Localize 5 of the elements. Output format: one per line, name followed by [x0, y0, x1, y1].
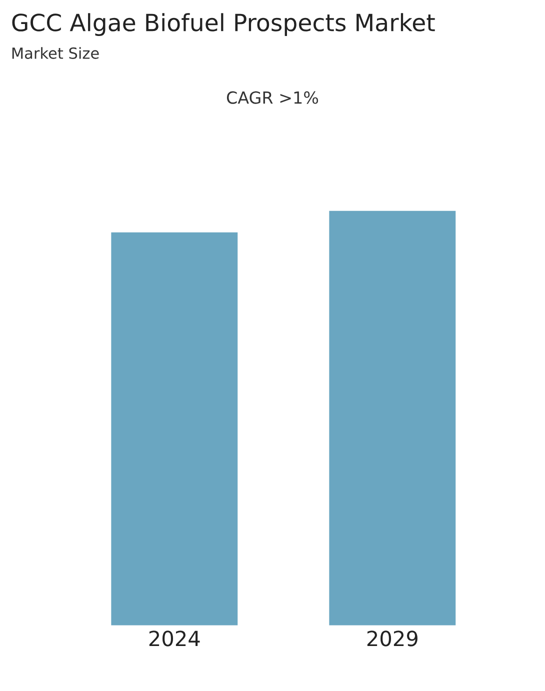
x-tick-label: 2029	[367, 630, 418, 646]
text: CAGR >1%	[226, 91, 318, 104]
chart-title: GCC Algae Biofuel Prospects Market	[12, 13, 435, 36]
chart-subtitle: Market Size	[12, 47, 99, 59]
x-tick-label: 2024	[149, 630, 200, 646]
